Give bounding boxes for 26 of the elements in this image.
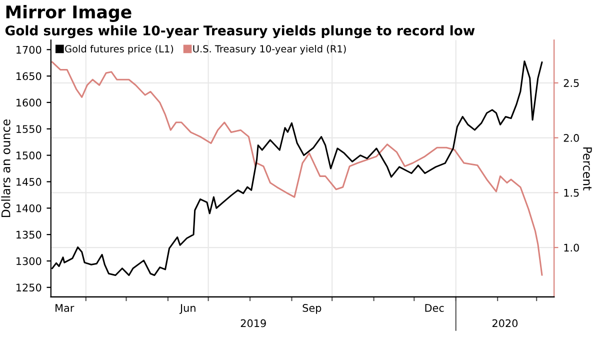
y-tick-label: 1600 (16, 98, 42, 107)
y-tick-label: 1250 (16, 284, 42, 292)
y2-axis-title: Percent (583, 147, 592, 190)
y-tick-label: 1550 (16, 125, 42, 133)
x-tick-label: Mar (56, 304, 74, 312)
text: 2019 (240, 319, 266, 328)
y-tick-label: 1350 (16, 230, 42, 239)
y-tick-label: 1450 (16, 178, 42, 186)
y-tick-label: 1400 (16, 204, 42, 212)
y-tick-label: 1700 (16, 46, 42, 54)
chart-subtitle: Gold surges while 10-year Treasury yields plunge to record low (5, 25, 475, 38)
y-tick-label: 1300 (16, 257, 42, 266)
y-tick-label: 1650 (16, 72, 42, 80)
text: 2020 (492, 319, 518, 328)
y2-tick-label: 1.5 (564, 189, 579, 197)
chart-title: Mirror Image (6, 5, 132, 22)
y2-tick-label: 1.0 (564, 244, 579, 252)
y2-tick-label: 2.0 (564, 134, 579, 142)
y2-tick-label: 2.5 (564, 79, 579, 88)
legend-label: U.S. Treasury 10-year yield (R1) (193, 44, 346, 54)
y-axis-title: Dollars an ounce (1, 119, 10, 217)
x-tick-label: Sep (302, 304, 322, 314)
y-tick-label: 1500 (16, 152, 42, 160)
x-tick-label: Jun (179, 304, 196, 314)
x-tick-label: Dec (425, 304, 444, 312)
legend-label: Gold futures price (L1) (65, 44, 174, 54)
